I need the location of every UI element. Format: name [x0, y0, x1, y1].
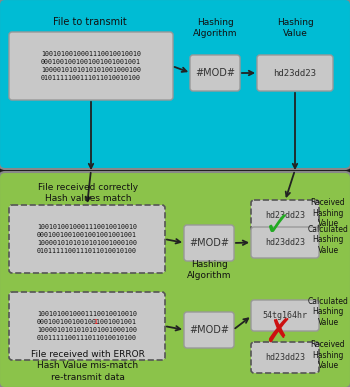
Text: File received correctly
Hash values match: File received correctly Hash values matc… [38, 183, 138, 203]
Text: Hashing
Value: Hashing Value [276, 18, 313, 38]
Text: 0001001001001001001001001: 0001001001001001001001001 [37, 319, 137, 325]
FancyBboxPatch shape [251, 227, 319, 258]
FancyBboxPatch shape [184, 312, 234, 348]
Text: Calculated
Hashing
Value: Calculated Hashing Value [308, 297, 349, 327]
Text: Calculated
Hashing
Value: Calculated Hashing Value [308, 225, 349, 255]
Text: 1000010101010101001000100: 1000010101010101001000100 [37, 240, 137, 246]
FancyBboxPatch shape [9, 32, 173, 100]
Text: 1001010010001110010010010: 1001010010001110010010010 [37, 224, 137, 230]
Text: hd23dd23: hd23dd23 [265, 238, 305, 247]
Text: 1: 1 [94, 319, 98, 325]
Text: 0101111100111011010010100: 0101111100111011010010100 [37, 248, 137, 254]
Text: 0101111100111011010010100: 0101111100111011010010100 [37, 335, 137, 341]
Text: #MOD#: #MOD# [195, 68, 235, 78]
Text: Hashing
Algorithm: Hashing Algorithm [193, 18, 237, 38]
FancyBboxPatch shape [251, 342, 319, 373]
Text: 0101111100111011010010100: 0101111100111011010010100 [41, 75, 141, 81]
FancyBboxPatch shape [9, 292, 165, 360]
Text: 54tg164hr: 54tg164hr [262, 311, 308, 320]
Text: 1000010101010101001000100: 1000010101010101001000100 [37, 327, 137, 333]
Text: Received
Hashing
Value: Received Hashing Value [311, 340, 345, 370]
FancyBboxPatch shape [0, 0, 350, 169]
Text: #MOD#: #MOD# [189, 325, 229, 335]
Text: hd23dd23: hd23dd23 [265, 353, 305, 362]
Text: Hashing
Algorithm: Hashing Algorithm [187, 260, 231, 280]
FancyBboxPatch shape [184, 225, 234, 261]
Text: ✓: ✓ [264, 209, 292, 241]
Text: 1000010101010101001000100: 1000010101010101001000100 [41, 67, 141, 73]
FancyBboxPatch shape [0, 172, 350, 387]
Text: #MOD#: #MOD# [189, 238, 229, 248]
Text: hd23dd23: hd23dd23 [273, 68, 316, 77]
Text: 1001010010001110010010010: 1001010010001110010010010 [37, 311, 137, 317]
FancyBboxPatch shape [257, 55, 333, 91]
Text: 0001001001001001001001001: 0001001001001001001001001 [41, 59, 141, 65]
FancyBboxPatch shape [251, 300, 319, 331]
Text: Received
Hashing
Value: Received Hashing Value [311, 198, 345, 228]
Text: File received with ERROR
Hash Value mis-match
re-transmit data: File received with ERROR Hash Value mis-… [31, 350, 145, 382]
Text: ✗: ✗ [264, 315, 292, 349]
Text: File to transmit: File to transmit [53, 17, 127, 27]
FancyBboxPatch shape [190, 55, 240, 91]
Text: 1001010010001110010010010: 1001010010001110010010010 [41, 51, 141, 57]
FancyBboxPatch shape [9, 205, 165, 273]
Text: hd23dd23: hd23dd23 [265, 211, 305, 220]
FancyBboxPatch shape [251, 200, 319, 231]
Text: 0001001001001001001001001: 0001001001001001001001001 [37, 232, 137, 238]
